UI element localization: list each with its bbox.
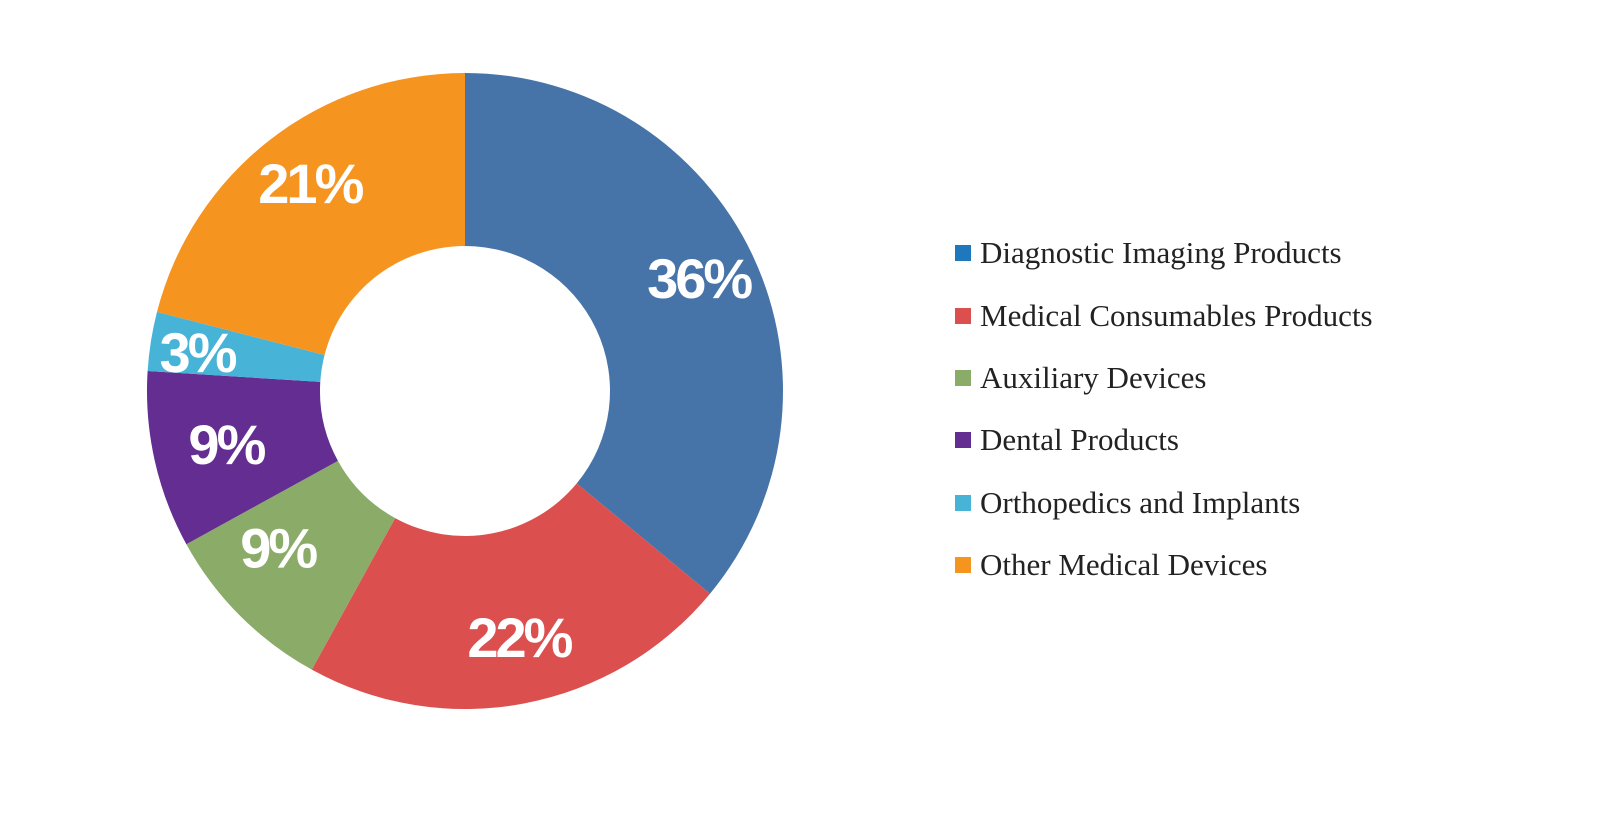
legend-swatch (955, 432, 971, 449)
legend-swatch (955, 557, 971, 574)
legend-label: Other Medical Devices (980, 547, 1268, 583)
legend-swatch (955, 245, 971, 262)
legend-label: Auxiliary Devices (980, 359, 1207, 395)
legend-swatch (955, 494, 971, 511)
slice-value-label: 21% (258, 152, 363, 215)
legend-label: Diagnostic Imaging Products (980, 235, 1342, 271)
slice-value-label: 9% (188, 413, 265, 476)
donut-slice (465, 73, 783, 594)
legend-label: Orthopedics and Implants (980, 484, 1301, 520)
donut-slice (156, 72, 466, 355)
slice-value-label: 3% (160, 321, 237, 384)
donut-slice (146, 371, 338, 545)
slice-value-label: 36% (647, 247, 752, 310)
chart-legend: Diagnostic Imaging Products Medical Consu… (955, 222, 1373, 596)
legend-item: Auxiliary Devices (955, 347, 1373, 409)
donut-slices (146, 72, 783, 709)
donut-slice (186, 460, 396, 670)
legend-item: Medical Consumables Products (955, 284, 1373, 346)
legend-item: Other Medical Devices (955, 534, 1373, 596)
slice-labels: 36% 22% 9% 9% 3% 21% (160, 152, 756, 669)
legend-item: Dental Products (955, 409, 1373, 471)
slice-value-label: 22% (467, 606, 572, 669)
legend-swatch (955, 369, 971, 386)
legend-label: Dental Products (980, 422, 1179, 458)
legend-item: Diagnostic Imaging Products (955, 222, 1373, 284)
legend-swatch (955, 307, 971, 324)
legend-item: Orthopedics and Implants (955, 472, 1373, 534)
slice-value-label: 9% (240, 517, 317, 580)
donut-slice (147, 311, 325, 382)
legend-label: Medical Consumables Products (980, 297, 1373, 333)
donut-slice (311, 483, 711, 709)
